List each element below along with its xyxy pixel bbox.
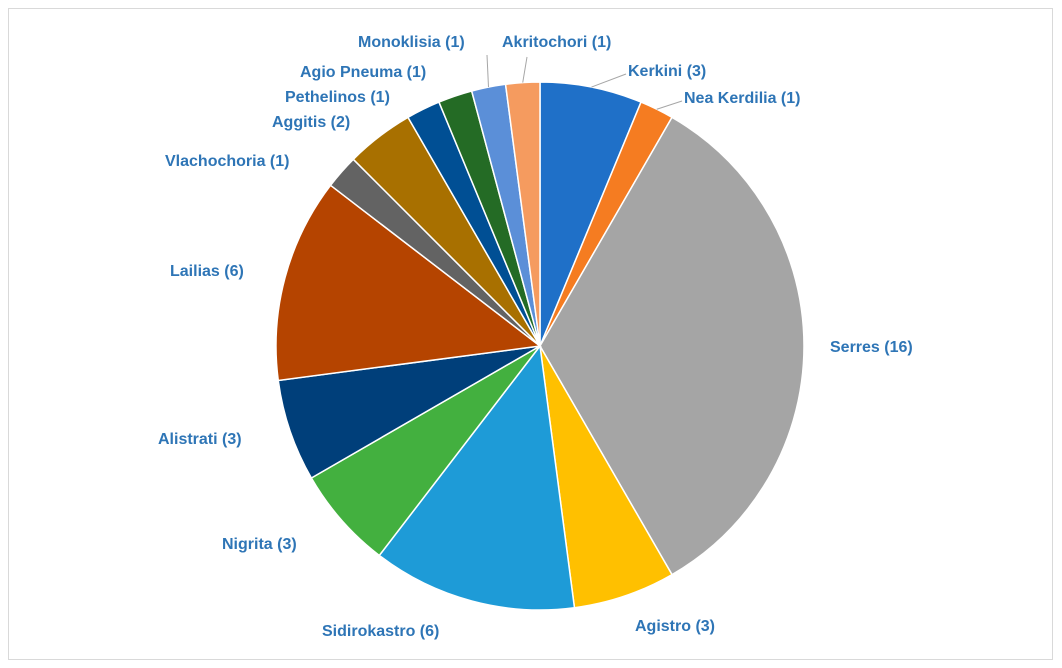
leader-line (656, 100, 683, 110)
data-label: Alistrati (3) (158, 431, 242, 448)
pie-slice (504, 81, 541, 347)
data-label: Serres (16) (830, 339, 913, 356)
pie-slice (378, 344, 576, 611)
data-label: Nigrita (3) (222, 536, 297, 553)
data-label: Aggitis (2) (272, 114, 350, 131)
data-label: Lailias (6) (170, 263, 244, 280)
data-label: Agio Pneuma (1) (300, 64, 426, 81)
leader-line (486, 54, 489, 88)
pie-slice (275, 184, 542, 382)
data-label: Akritochori (1) (502, 34, 611, 51)
leader-line (591, 73, 627, 88)
data-label: Vlachochoria (1) (165, 153, 289, 170)
pie-slice (539, 116, 805, 576)
data-label: Sidirokastro (6) (322, 623, 439, 640)
leader-line (522, 56, 528, 83)
data-label: Agistro (3) (635, 618, 715, 635)
data-label: Kerkini (3) (628, 63, 706, 80)
data-label: Pethelinos (1) (285, 89, 390, 106)
data-label: Monoklisia (1) (358, 34, 465, 51)
data-label: Nea Kerdilia (1) (684, 90, 800, 107)
